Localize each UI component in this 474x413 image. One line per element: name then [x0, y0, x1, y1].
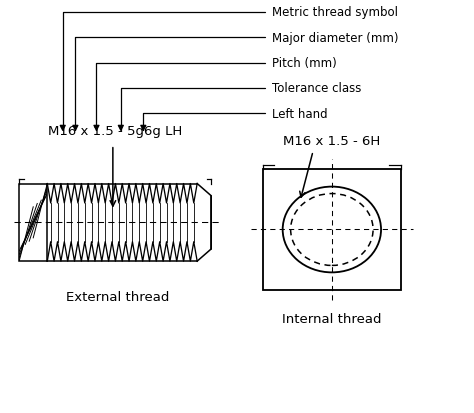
Text: Internal thread: Internal thread: [282, 313, 382, 325]
Bar: [19, 184, 47, 261]
Bar: [263, 170, 401, 290]
Text: Major diameter (mm): Major diameter (mm): [272, 32, 399, 45]
Text: Pitch (mm): Pitch (mm): [272, 57, 337, 70]
Text: M16 x 1.5 - 6H: M16 x 1.5 - 6H: [283, 135, 381, 147]
Text: Metric thread symbol: Metric thread symbol: [272, 7, 398, 19]
Text: Tolerance class: Tolerance class: [272, 82, 362, 95]
Text: External thread: External thread: [66, 290, 169, 303]
Text: M16 x 1.5 - 5g6g LH: M16 x 1.5 - 5g6g LH: [48, 124, 182, 137]
Text: Left hand: Left hand: [272, 107, 328, 121]
